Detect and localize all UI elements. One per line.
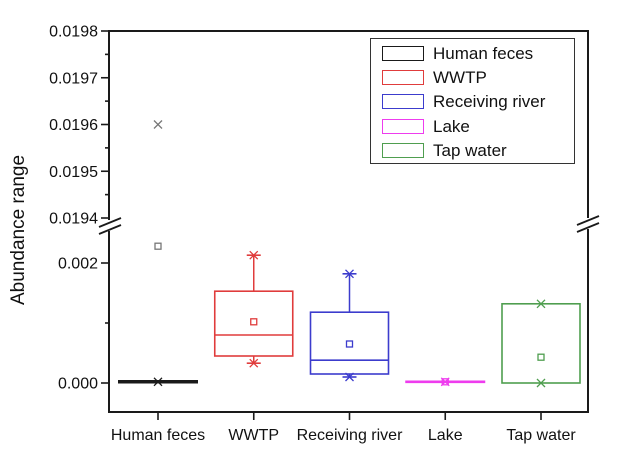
x-tick-label: Receiving river: [297, 427, 403, 444]
legend-label: Lake: [433, 116, 470, 136]
x-marker: [345, 372, 354, 382]
legend-swatch-icon: [382, 143, 424, 159]
x-marker: [345, 269, 354, 279]
axis-break-right-icon: [576, 215, 600, 226]
x-marker: [536, 299, 546, 309]
axis-break-left-icon: [98, 224, 122, 235]
legend-label: Human feces: [433, 43, 534, 63]
y-tick-label: 0.0197: [49, 70, 98, 87]
legend-swatch-icon: [382, 70, 424, 86]
mean-marker: [537, 353, 545, 361]
series-human-feces: [118, 120, 198, 387]
legend: Human feces WWTP Receiving river Lake Tap wa…: [370, 38, 575, 164]
box-outline: [309, 311, 390, 375]
series-wwtp: [213, 250, 294, 368]
mean-marker: [154, 242, 162, 250]
y-tick-label: 0.0196: [49, 117, 98, 134]
series-receiving-river: [309, 269, 390, 382]
x-marker: [249, 358, 259, 368]
y-tick-label: 0.0194: [49, 211, 98, 228]
legend-item-receiving-river: Receiving river: [371, 90, 574, 114]
y-tick-label: 0.002: [58, 256, 98, 273]
x-marker: [153, 120, 163, 129]
x-marker: [153, 377, 163, 387]
legend-item-tap-water: Tap water: [371, 139, 574, 163]
x-tick-label: Tap water: [506, 427, 576, 444]
x-axis: Human feces WWTP Receiving river Lake Tap wa…: [111, 412, 576, 444]
series-lake: [405, 377, 486, 387]
x-marker: [249, 250, 259, 260]
mean-marker: [250, 318, 258, 326]
legend-item-wwtp: WWTP: [371, 65, 574, 89]
x-tick-label: Human feces: [111, 427, 205, 444]
legend-label: Receiving river: [433, 92, 546, 112]
legend-swatch-icon: [382, 45, 424, 61]
x-marker: [536, 378, 546, 388]
x-tick-label: WWTP: [228, 427, 279, 444]
x-tick-label: Lake: [428, 427, 463, 444]
y-tick-label: 0.0198: [49, 24, 98, 41]
box-outline: [213, 290, 294, 357]
legend-item-human-feces: Human feces: [371, 41, 574, 65]
legend-swatch-icon: [382, 118, 424, 134]
axis-break-left-icon: [98, 217, 122, 228]
y-tick-label: 0.000: [58, 376, 98, 393]
series-tap-water: [501, 299, 581, 388]
legend-label: Tap water: [433, 141, 507, 161]
y-axis: 0.0198 0.0197 0.0196 0.0195 0.0194 0.002 0.000: [49, 24, 109, 393]
y-tick-label: 0.0195: [49, 164, 98, 181]
legend-swatch-icon: [382, 94, 424, 110]
mean-marker: [345, 340, 354, 348]
legend-label: WWTP: [433, 68, 487, 88]
box-outline: [501, 302, 581, 384]
axis-break-gap-left: [105, 220, 113, 231]
axis-break-right-icon: [576, 222, 600, 233]
legend-item-lake: Lake: [371, 114, 574, 138]
mean-marker: [441, 378, 449, 386]
axis-break-gap-right: [584, 218, 592, 229]
